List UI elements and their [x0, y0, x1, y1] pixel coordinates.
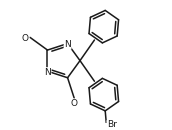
Text: Br: Br — [107, 121, 117, 129]
Text: N: N — [64, 40, 71, 49]
Text: O: O — [22, 34, 29, 43]
Text: O: O — [71, 99, 78, 108]
Text: N: N — [44, 68, 51, 77]
